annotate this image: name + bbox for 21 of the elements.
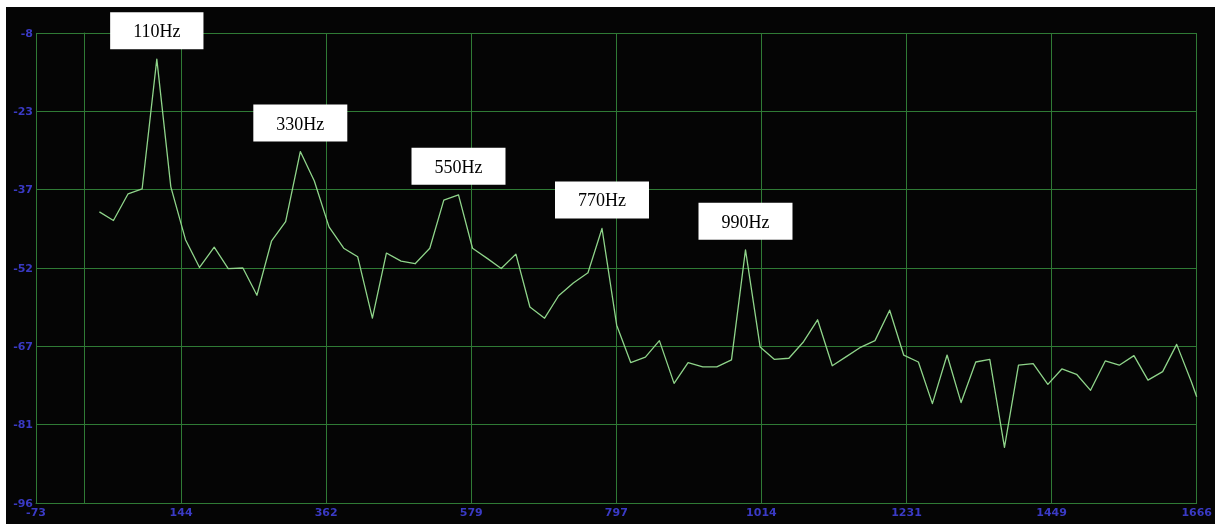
annotation: 330Hz: [276, 113, 325, 134]
x-tick-label: 1449: [1036, 506, 1067, 519]
y-tick-label: -81: [13, 418, 33, 432]
y-tick-label: -67: [13, 339, 33, 353]
x-tick-label: 1014: [746, 506, 778, 519]
x-tick-label: 144: [169, 506, 193, 519]
annotation: 110Hz: [133, 21, 181, 42]
annotation: 550Hz: [434, 156, 483, 177]
y-tick-label: -23: [13, 104, 33, 118]
y-tick-label: -37: [13, 183, 33, 197]
x-tick-label: -73: [26, 506, 46, 519]
annotation: 990Hz: [721, 211, 770, 232]
annotation: 770Hz: [578, 190, 626, 211]
x-tick-label: 1666: [1181, 506, 1213, 519]
line-series: [98, 58, 1198, 449]
y-tick-label: -8: [20, 26, 33, 40]
y-tick-label: -52: [13, 261, 33, 275]
x-tick-label: 1231: [891, 506, 922, 519]
x-tick-label: 362: [314, 506, 338, 519]
x-tick-label: 797: [604, 506, 628, 519]
x-tick-label: 579: [459, 506, 483, 519]
